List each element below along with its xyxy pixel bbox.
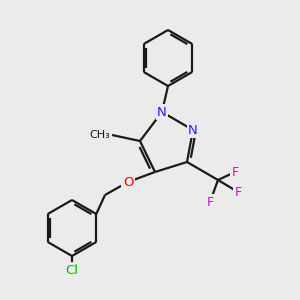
Text: CH₃: CH₃	[89, 130, 110, 140]
Text: F: F	[206, 196, 214, 208]
Text: Cl: Cl	[65, 263, 79, 277]
Text: N: N	[157, 106, 167, 118]
Text: F: F	[234, 185, 242, 199]
Text: N: N	[188, 124, 198, 136]
Text: F: F	[231, 166, 239, 178]
Text: O: O	[123, 176, 133, 188]
